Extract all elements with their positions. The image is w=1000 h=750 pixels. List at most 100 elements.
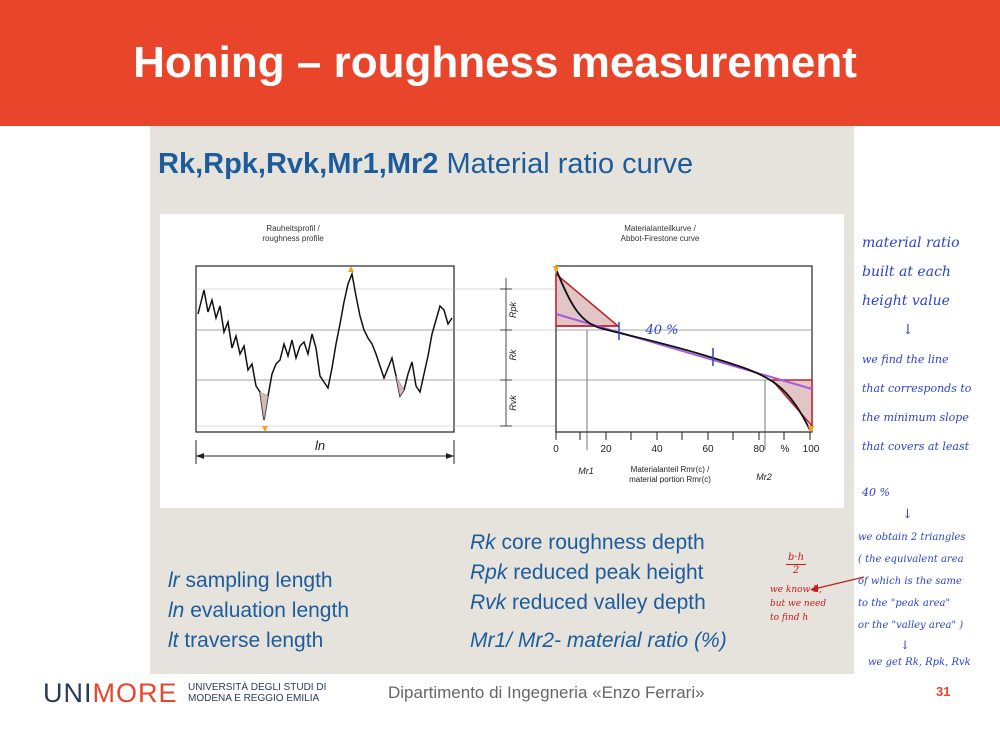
note-line: height value — [862, 293, 950, 309]
legend-row-rpk: Rpk reduced peak height — [470, 558, 727, 588]
legend-parameters: Rk core roughness depth Rpk reduced peak… — [470, 528, 727, 656]
university-name: UNIVERSITÀ DEGLI STUDI DI MODENA E REGGI… — [188, 682, 326, 704]
note-line: to the "peak area" — [858, 598, 951, 609]
legend-sym-rvk: Rvk — [470, 591, 507, 614]
slide-title: Honing – roughness measurement — [133, 38, 857, 87]
legend-sym-rk: Rk — [470, 531, 496, 554]
legend-row-rk: Rk core roughness depth — [470, 528, 727, 558]
note-line: ( the equivalent area — [858, 554, 964, 565]
handwritten-notes-blue-tail: ↓ we get Rk, Rpk, Rvk — [868, 636, 971, 672]
note-line: we find the line — [862, 353, 949, 366]
fraction-top: b·h — [786, 552, 807, 565]
note-line: but we need — [770, 599, 827, 609]
axis-rvk-label: Rvk — [508, 395, 518, 411]
note-arrow: ↓ — [900, 638, 911, 652]
logo-uni: UNI — [43, 678, 93, 708]
legend-text-rk: core roughness depth — [501, 531, 705, 554]
handwritten-notes-blue-mid: 40 % ↓ — [862, 482, 913, 526]
university-line1: UNIVERSITÀ DEGLI STUDI DI — [188, 682, 327, 693]
legend-row-mr: Mr1/ Mr2- material ratio (%) — [470, 626, 727, 656]
legend-text-lr: sampling length — [185, 569, 333, 592]
axis-caption-line1: Materialanteil Rmr(c) / — [631, 465, 710, 474]
figure-title: Rk,Rpk,Rvk,Mr1,Mr2 Material ratio curve — [158, 148, 693, 181]
note-line: material ratio — [862, 235, 960, 251]
ln-label: ln — [315, 438, 325, 453]
note-arrow: ↓ — [902, 322, 914, 338]
note-line: we know b, — [770, 585, 822, 595]
note-line: we get Rk, Rpk, Rvk — [868, 657, 971, 668]
figure-title-symbols: Rk,Rpk,Rvk,Mr1,Mr2 — [158, 148, 439, 180]
tick-60: 60 — [702, 444, 714, 455]
note-line: built at each — [862, 264, 951, 280]
roughness-diagram: ln Rpk Rk Rvk — [195, 265, 820, 484]
legend-row-lr: lr sampling length — [168, 566, 349, 596]
note-line: of which is the same — [858, 576, 962, 587]
equivalent-line-purple — [555, 313, 813, 390]
ln-arrow-left-head — [196, 453, 204, 459]
hatched-valley-2 — [395, 375, 405, 397]
axis-caption-line2: material portion Rmr(c) — [629, 475, 711, 484]
tick-0: 0 — [553, 444, 559, 455]
legend-sym-ln: ln — [168, 599, 185, 622]
fraction-bottom: 2 — [792, 565, 800, 576]
tick-40: 40 — [651, 444, 663, 455]
note-line: or the "valley area" ) — [858, 620, 964, 631]
tick-80: 80 — [753, 444, 765, 455]
annotation-40-percent: 40 % — [644, 323, 678, 338]
legend-sym-rpk: Rpk — [470, 561, 508, 584]
legend-row-lt: lt traverse length — [168, 626, 349, 656]
note-line: we obtain 2 triangles — [858, 532, 966, 543]
unimore-logo: UNIMORE — [43, 678, 178, 709]
handwritten-notes-blue: material ratio built at each height valu… — [862, 229, 971, 461]
tick-20: 20 — [600, 444, 612, 455]
legend-row-ln: ln evaluation length — [168, 596, 349, 626]
note-line: the minimum slope — [862, 411, 969, 424]
page-number: 31 — [936, 684, 951, 699]
hatched-valley-1 — [259, 391, 269, 421]
left-caption-line1: Rauheitsprofil / — [266, 224, 320, 233]
peak-marker-orange — [348, 266, 354, 272]
logo-more: MORE — [92, 678, 178, 708]
left-caption-line2: roughness profile — [262, 234, 324, 243]
legend-sym-mr: Mr1/ Mr2- — [470, 629, 561, 652]
legend-text-rvk: reduced valley depth — [512, 591, 706, 614]
mr2-label: Mr2 — [756, 472, 772, 482]
note-line: that covers at least — [862, 440, 970, 453]
axis-rpk-label: Rpk — [508, 302, 518, 319]
department-name: Dipartimento di Ingegneria «Enzo Ferrari… — [388, 683, 705, 702]
university-line2: MODENA E REGGIO EMILIA — [188, 693, 320, 704]
figure-title-text: Material ratio curve — [438, 148, 694, 180]
legend-text-mr: material ratio (%) — [566, 629, 727, 652]
figure-image: Rk,Rpk,Rvk,Mr1,Mr2 Material ratio curve … — [150, 126, 854, 674]
right-caption-line1: Materialanteilkurve / — [624, 224, 696, 233]
curve-top-marker — [553, 266, 559, 274]
plot-panel: Rauheitsprofil / roughness profile Mater… — [160, 214, 844, 508]
legend-text-rpk: reduced peak height — [513, 561, 704, 584]
legend-lengths: lr sampling length ln evaluation length … — [168, 566, 349, 656]
legend-row-rvk: Rvk reduced valley depth — [470, 588, 727, 618]
tick-100: 100 — [803, 444, 820, 455]
profile-frame — [195, 265, 455, 433]
right-caption-line2: Abbot-Firestone curve — [620, 234, 700, 243]
handwritten-notes-blue-lower: we obtain 2 triangles ( the equivalent a… — [858, 527, 965, 637]
tick-percent: % — [781, 444, 790, 455]
mr1-label: Mr1 — [578, 466, 594, 476]
legend-sym-lr: lr — [168, 569, 180, 592]
right-caption: Materialanteilkurve / Abbot-Firestone cu… — [600, 224, 720, 244]
ln-arrow-right-head — [446, 453, 454, 459]
note-line: that corresponds to — [862, 382, 972, 395]
legend-text-ln: evaluation length — [190, 599, 349, 622]
note-line: to find h — [770, 613, 809, 623]
abbott-curve — [555, 268, 811, 431]
axis-rk-label: Rk — [508, 349, 518, 360]
peak-triangle — [555, 272, 621, 327]
note-arrow: ↓ — [902, 507, 913, 522]
roughness-profile-line — [197, 271, 453, 421]
x-axis-ticks — [555, 432, 811, 440]
curve-bottom-marker — [808, 426, 814, 434]
left-caption: Rauheitsprofil / roughness profile — [238, 224, 348, 244]
legend-text-lt: traverse length — [184, 629, 324, 652]
red-arrow — [810, 576, 865, 592]
handwritten-notes-red: we know b, but we need to find h — [770, 583, 826, 625]
fraction-bh-over-2: b·h 2 — [786, 552, 807, 577]
